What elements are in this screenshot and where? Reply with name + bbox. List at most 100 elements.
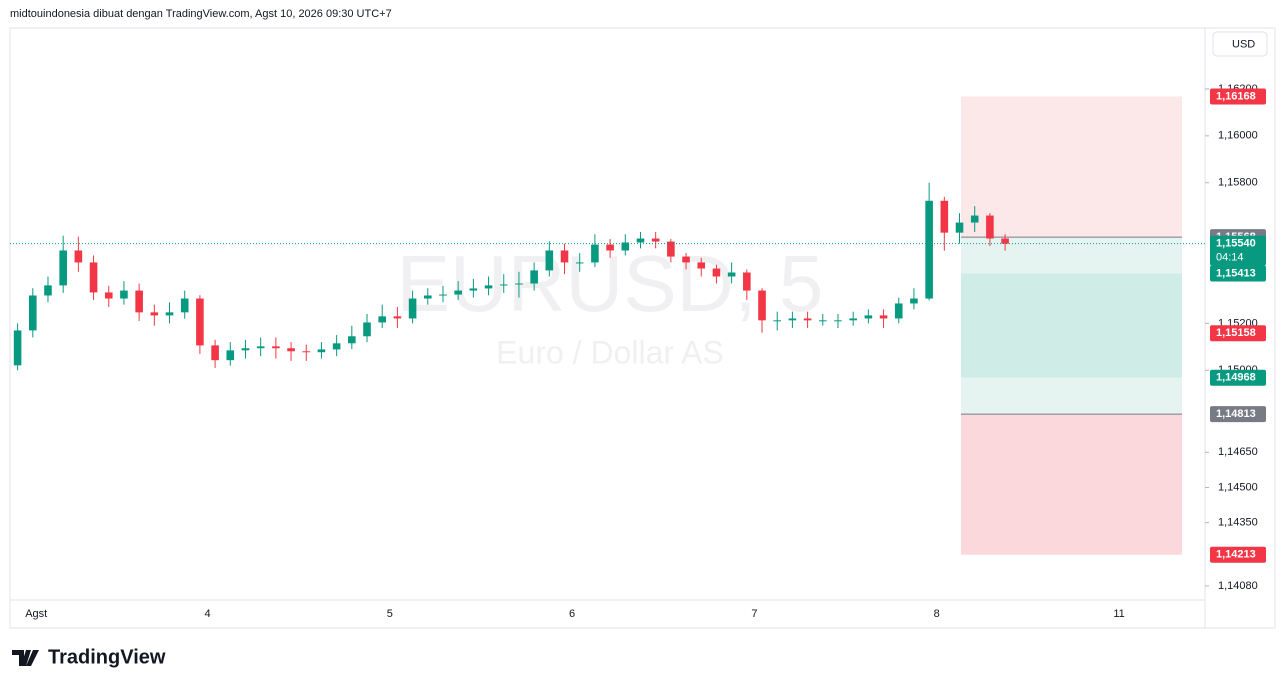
candle-body	[834, 320, 842, 322]
candle-body	[940, 200, 949, 233]
candle-body	[363, 322, 371, 337]
candle-body	[970, 215, 979, 223]
candle-body	[272, 346, 280, 349]
price-label-box	[1210, 325, 1266, 342]
candle-body	[682, 256, 690, 263]
candle-body	[727, 272, 736, 277]
watermark-subtitle: Euro / Dollar AS	[496, 334, 724, 370]
price-label: 1,16168	[1216, 90, 1256, 102]
candle-body	[332, 343, 341, 350]
candle-body	[803, 318, 812, 321]
candle-body	[439, 294, 447, 296]
candle-body	[74, 250, 83, 263]
price-label: 1,15413	[1216, 267, 1256, 279]
candle-body	[606, 244, 614, 251]
candle-body	[667, 241, 675, 257]
currency-button[interactable]	[1212, 31, 1268, 57]
candle-body	[226, 350, 235, 361]
candle-body	[591, 244, 599, 263]
candle-body	[758, 290, 766, 321]
candle-body	[302, 351, 311, 353]
candle-body	[818, 320, 827, 322]
price-label: 1,14968	[1216, 372, 1256, 384]
currency-label: USD	[1232, 38, 1255, 50]
candle-body	[621, 242, 630, 251]
candle-body	[13, 330, 22, 366]
candle-body	[28, 295, 37, 331]
pane-border	[9, 27, 1276, 629]
x-tick-label: 6	[569, 608, 575, 620]
candle-body	[879, 315, 888, 319]
candle-body	[196, 298, 204, 346]
price-label-box	[1210, 369, 1266, 386]
logo-mark	[12, 650, 39, 666]
candle-body	[1001, 238, 1009, 244]
position-zone	[961, 237, 1182, 274]
y-tick-label: 1,16000	[1218, 130, 1258, 142]
candle-body	[910, 298, 918, 304]
candle-body	[560, 250, 569, 263]
candle-body	[575, 262, 584, 264]
position-zone	[961, 414, 1182, 555]
candle-body	[59, 250, 67, 286]
candle-body	[150, 312, 159, 316]
header: midtouindonesia dibuat dengan TradingVie…	[10, 8, 392, 20]
candle-body	[788, 318, 797, 321]
x-tick-label: Agst	[25, 608, 47, 620]
price-label-box	[1210, 546, 1266, 563]
y-tick-label: 1,14350	[1218, 517, 1258, 529]
price-countdown: 04:14	[1216, 252, 1244, 264]
y-tick-label: 1,14500	[1218, 481, 1258, 493]
candle-body	[712, 268, 721, 277]
candle-body	[864, 315, 873, 319]
candle-body	[89, 262, 98, 293]
candle-body	[317, 349, 326, 353]
candle-body	[484, 285, 493, 289]
price-label: 1,15540	[1216, 238, 1256, 250]
candle-body	[545, 250, 554, 271]
candle-body	[530, 270, 538, 284]
candle-body	[44, 285, 52, 296]
candle-body	[287, 348, 295, 352]
position-zone	[961, 273, 1182, 378]
candle-body	[894, 303, 903, 319]
position-zone	[961, 96, 1182, 238]
candle-body	[348, 336, 356, 344]
candle-body	[849, 318, 857, 321]
candle-body	[636, 238, 645, 243]
logo: TradingView	[12, 646, 166, 668]
position-zone	[961, 377, 1182, 415]
x-tick-label: 8	[934, 608, 940, 620]
candle-body	[515, 283, 523, 285]
candle-body	[651, 238, 660, 242]
candle-body	[925, 200, 933, 299]
candle-body	[423, 295, 432, 299]
y-tick-label: 1,14650	[1218, 446, 1258, 458]
candle-body	[408, 298, 417, 319]
candle-body	[211, 345, 219, 361]
price-label-box	[1210, 406, 1266, 423]
candle-body	[743, 272, 751, 291]
logo-text: TradingView	[48, 646, 166, 668]
candle-body	[378, 316, 387, 323]
y-tick-label: 1,14080	[1218, 580, 1258, 592]
price-label-box	[1210, 265, 1266, 282]
price-label-box	[1210, 235, 1266, 266]
candle-body	[469, 288, 478, 291]
price-label-box	[1210, 88, 1266, 105]
candle-body	[697, 262, 706, 269]
candle-body	[104, 292, 113, 299]
candle-body	[241, 348, 250, 351]
candle-body	[955, 222, 964, 233]
candle-body	[256, 346, 265, 349]
x-tick-label: 11	[1113, 608, 1124, 620]
candle-body	[393, 316, 402, 319]
x-tick-label: 5	[387, 608, 393, 620]
price-label: 1,15158	[1216, 327, 1256, 339]
price-label: 1,14813	[1216, 408, 1256, 420]
candle-body	[499, 284, 508, 286]
candle-body	[773, 320, 782, 322]
candle-body	[165, 312, 174, 316]
